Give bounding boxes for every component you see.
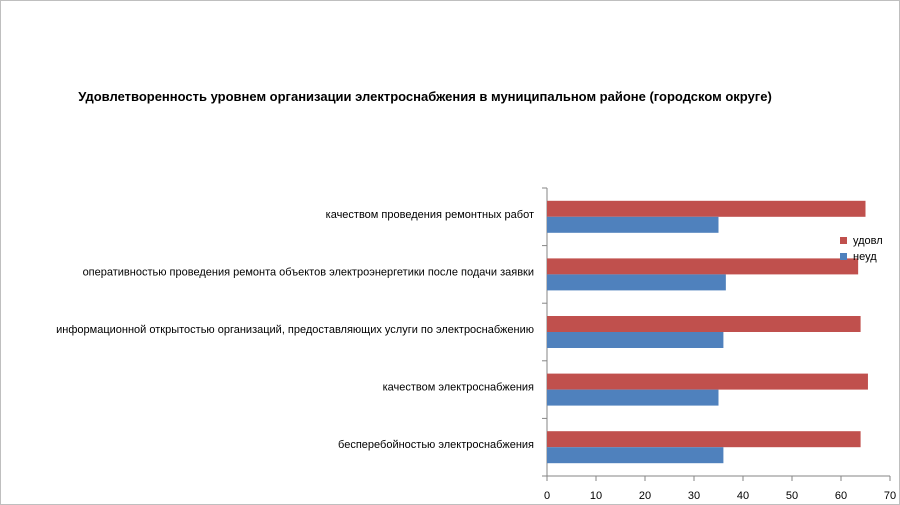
bar-удовл-0 bbox=[547, 200, 866, 217]
x-tick-label: 10 bbox=[590, 490, 602, 502]
x-tick-label: 70 bbox=[884, 490, 896, 502]
x-tick-label: 0 bbox=[544, 490, 550, 502]
category-label: качеством электроснабжения bbox=[383, 382, 534, 394]
category-label: оперативностью проведения ремонта объект… bbox=[83, 266, 534, 278]
chart-title: Удовлетворенность уровнем организации эл… bbox=[78, 89, 772, 104]
bar-удовл-4 bbox=[547, 431, 861, 448]
bar-неуд-4 bbox=[547, 447, 724, 464]
category-label: бесперебойностью электроснабжения bbox=[338, 439, 534, 451]
bar-неуд-1 bbox=[547, 274, 726, 291]
bar-удовл-1 bbox=[547, 258, 859, 275]
legend-label-неуд: неуд bbox=[853, 251, 877, 263]
bar-неуд-3 bbox=[547, 389, 719, 406]
bar-удовл-2 bbox=[547, 316, 861, 332]
bar-удовл-3 bbox=[547, 373, 868, 390]
x-tick-label: 40 bbox=[737, 490, 749, 502]
bar-неуд-0 bbox=[547, 216, 719, 233]
x-tick-label: 50 bbox=[786, 490, 798, 502]
x-tick-label: 60 bbox=[835, 490, 847, 502]
x-tick-label: 30 bbox=[688, 490, 700, 502]
category-label: информационной открытостью организаций, … bbox=[56, 324, 534, 336]
legend-marker-неуд bbox=[840, 253, 847, 260]
bar-неуд-2 bbox=[547, 332, 724, 348]
legend-label-удовл: удовл bbox=[853, 235, 883, 247]
legend-marker-удовл bbox=[840, 237, 847, 244]
category-label: качеством проведения ремонтных работ bbox=[326, 209, 534, 221]
x-tick-label: 20 bbox=[639, 490, 651, 502]
